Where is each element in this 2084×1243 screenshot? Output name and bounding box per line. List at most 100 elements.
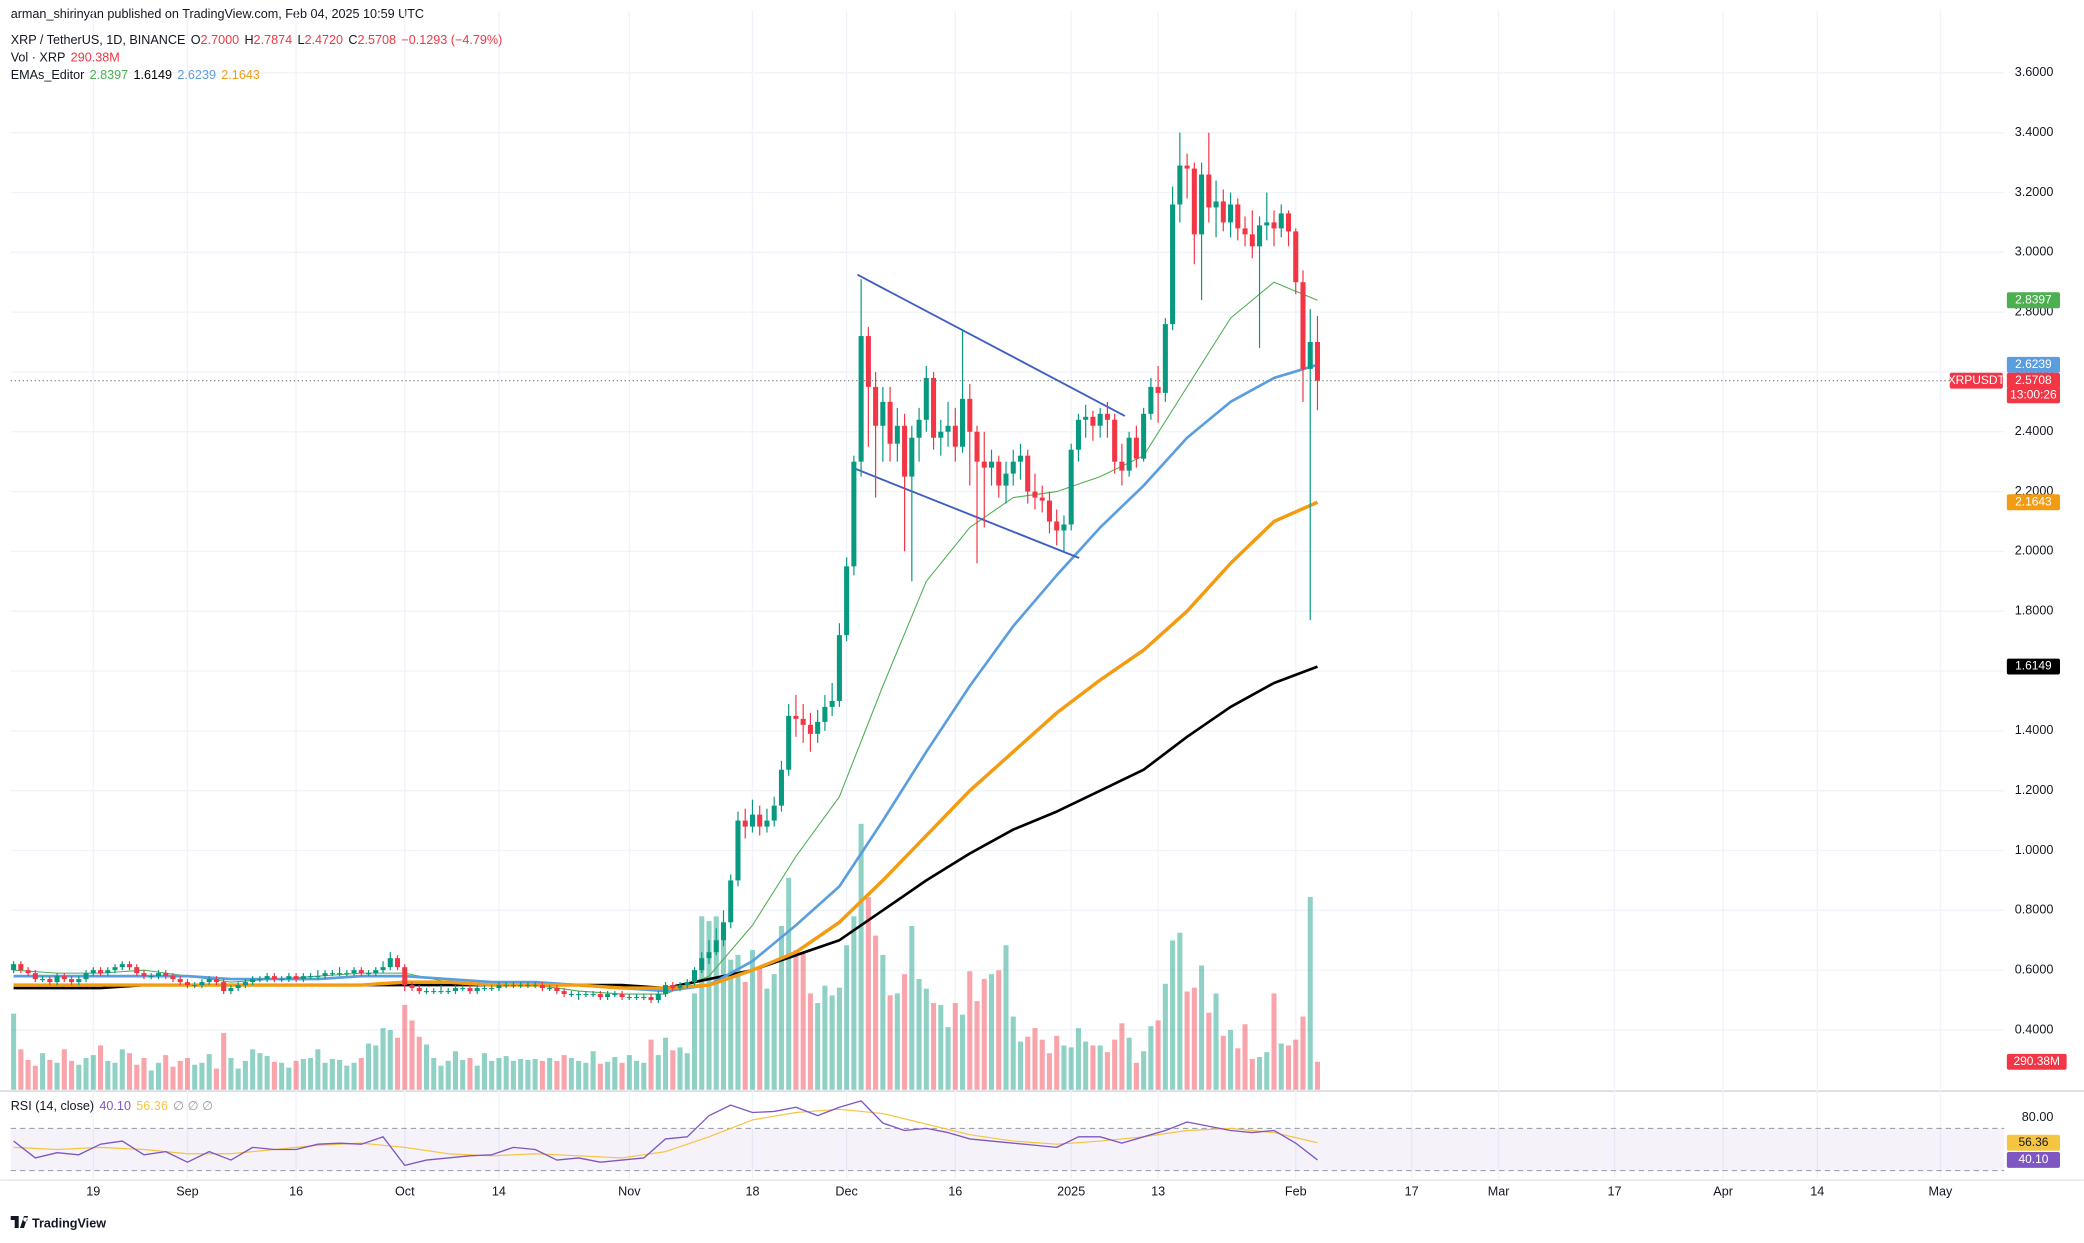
volume-bar [778,925,784,1090]
candle-body [308,976,314,978]
volume-bar [1054,1035,1060,1090]
legend-rsi-na: ∅ ∅ ∅ [173,1099,213,1113]
candle-body [677,985,683,989]
volume-bar [300,1058,306,1090]
candle-body [134,967,140,974]
legend-ohlc-value: 2.7000 [201,34,240,48]
candle-body [177,979,183,983]
rsi-tick-label: 80.00 [2022,1110,2054,1124]
candle-body [894,425,900,444]
candle-body [909,437,915,477]
legend-change: −0.1293 (−4.79%) [401,34,502,48]
volume-bar [793,950,799,1090]
volume-bar [1228,1030,1234,1090]
candle-body [960,398,966,447]
volume-bar [474,1065,480,1090]
ema-tag: 1.6149 [2015,659,2052,673]
volume-bar [1220,1035,1226,1090]
candle-body [1293,231,1299,283]
volume-bar [836,987,842,1090]
legend-symbol: XRP / TetherUS, 1D, BINANCE [11,34,186,48]
rsi-band [10,1128,2005,1171]
candle-body [1104,413,1110,420]
volume-bar [1257,1057,1263,1090]
legend-ema-value: 2.8397 [90,68,129,82]
volume-bar [960,1014,966,1090]
candle-body [192,985,198,987]
legend: XRP / TetherUS, 1D, BINANCE O2.7000 H2.787… [11,34,503,48]
candle-body [503,985,509,987]
candle-body [271,976,277,980]
candle-body [467,988,473,992]
volume-bar [1046,1053,1052,1090]
candle-body [1177,165,1183,205]
volume-bar [663,1037,669,1090]
candle-body [605,994,611,998]
volume-bar [539,1060,545,1090]
volume-bar [554,1060,560,1090]
candle-body [286,976,292,980]
candle-body [547,988,553,990]
volume-bar [923,988,929,1090]
candle-body [583,994,589,996]
volume-bar [1162,983,1168,1090]
candle-body [554,988,560,992]
candle-body [170,976,176,980]
volume-bar [677,1047,683,1090]
candle-body [1162,324,1168,393]
volume-bar [691,993,698,1090]
volume-bar [764,988,770,1090]
y-tick-label: 1.4000 [2015,723,2054,737]
candle-body [539,985,545,989]
candle-body [199,982,205,986]
candle-body [641,997,647,999]
candle-body [1300,282,1306,369]
volume-bar [771,974,777,1090]
volume-bar [271,1061,277,1090]
volume-bar [380,1028,386,1090]
candle-body [1083,416,1089,420]
volume-bar [590,1051,596,1090]
volume-bar [394,1037,401,1090]
volume-bar [786,877,792,1090]
candle-body [858,336,864,462]
volume-bar [800,951,806,1090]
candle-body [206,979,212,983]
candle-body [184,982,190,986]
candle-body [76,979,82,983]
volume-bar [931,1003,937,1090]
ema-tag-box [2006,292,2061,309]
candle-body [1003,473,1009,486]
x-tick-label: 16 [289,1184,303,1198]
candle-body [648,997,654,1001]
candle-body [938,431,944,438]
y-tick-label: 0.6000 [2015,962,2054,976]
volume-bar [409,1020,415,1090]
volume-bar [757,967,763,1090]
candle-body [235,985,241,989]
volume-bar [387,1030,393,1090]
volume-bar [83,1057,89,1090]
candle-body [213,979,219,983]
candle-body [221,982,227,992]
volume-bar [1235,1048,1241,1090]
volume-bar [402,1004,408,1090]
volume-bar [894,993,900,1090]
candle-body [1278,213,1284,229]
publisher-line: arman_shirinyan published on TradingView… [11,7,424,21]
volume-bar [1010,1016,1016,1090]
candle-body [1119,461,1125,471]
volume-bar [416,1036,422,1090]
x-tick-label: May [1929,1184,1954,1198]
legend-volume-title: Vol · XRP [11,51,66,65]
y-tick-label: 1.8000 [2015,604,2054,618]
candle-body [764,820,770,827]
candle-body [69,979,75,983]
candle-body [409,985,415,989]
candle-body [1184,165,1190,169]
x-tick-label: Dec [835,1184,857,1198]
candle-body [460,988,466,990]
candle-body [366,973,372,975]
volume-bar [807,993,813,1090]
candle-body [576,994,582,996]
